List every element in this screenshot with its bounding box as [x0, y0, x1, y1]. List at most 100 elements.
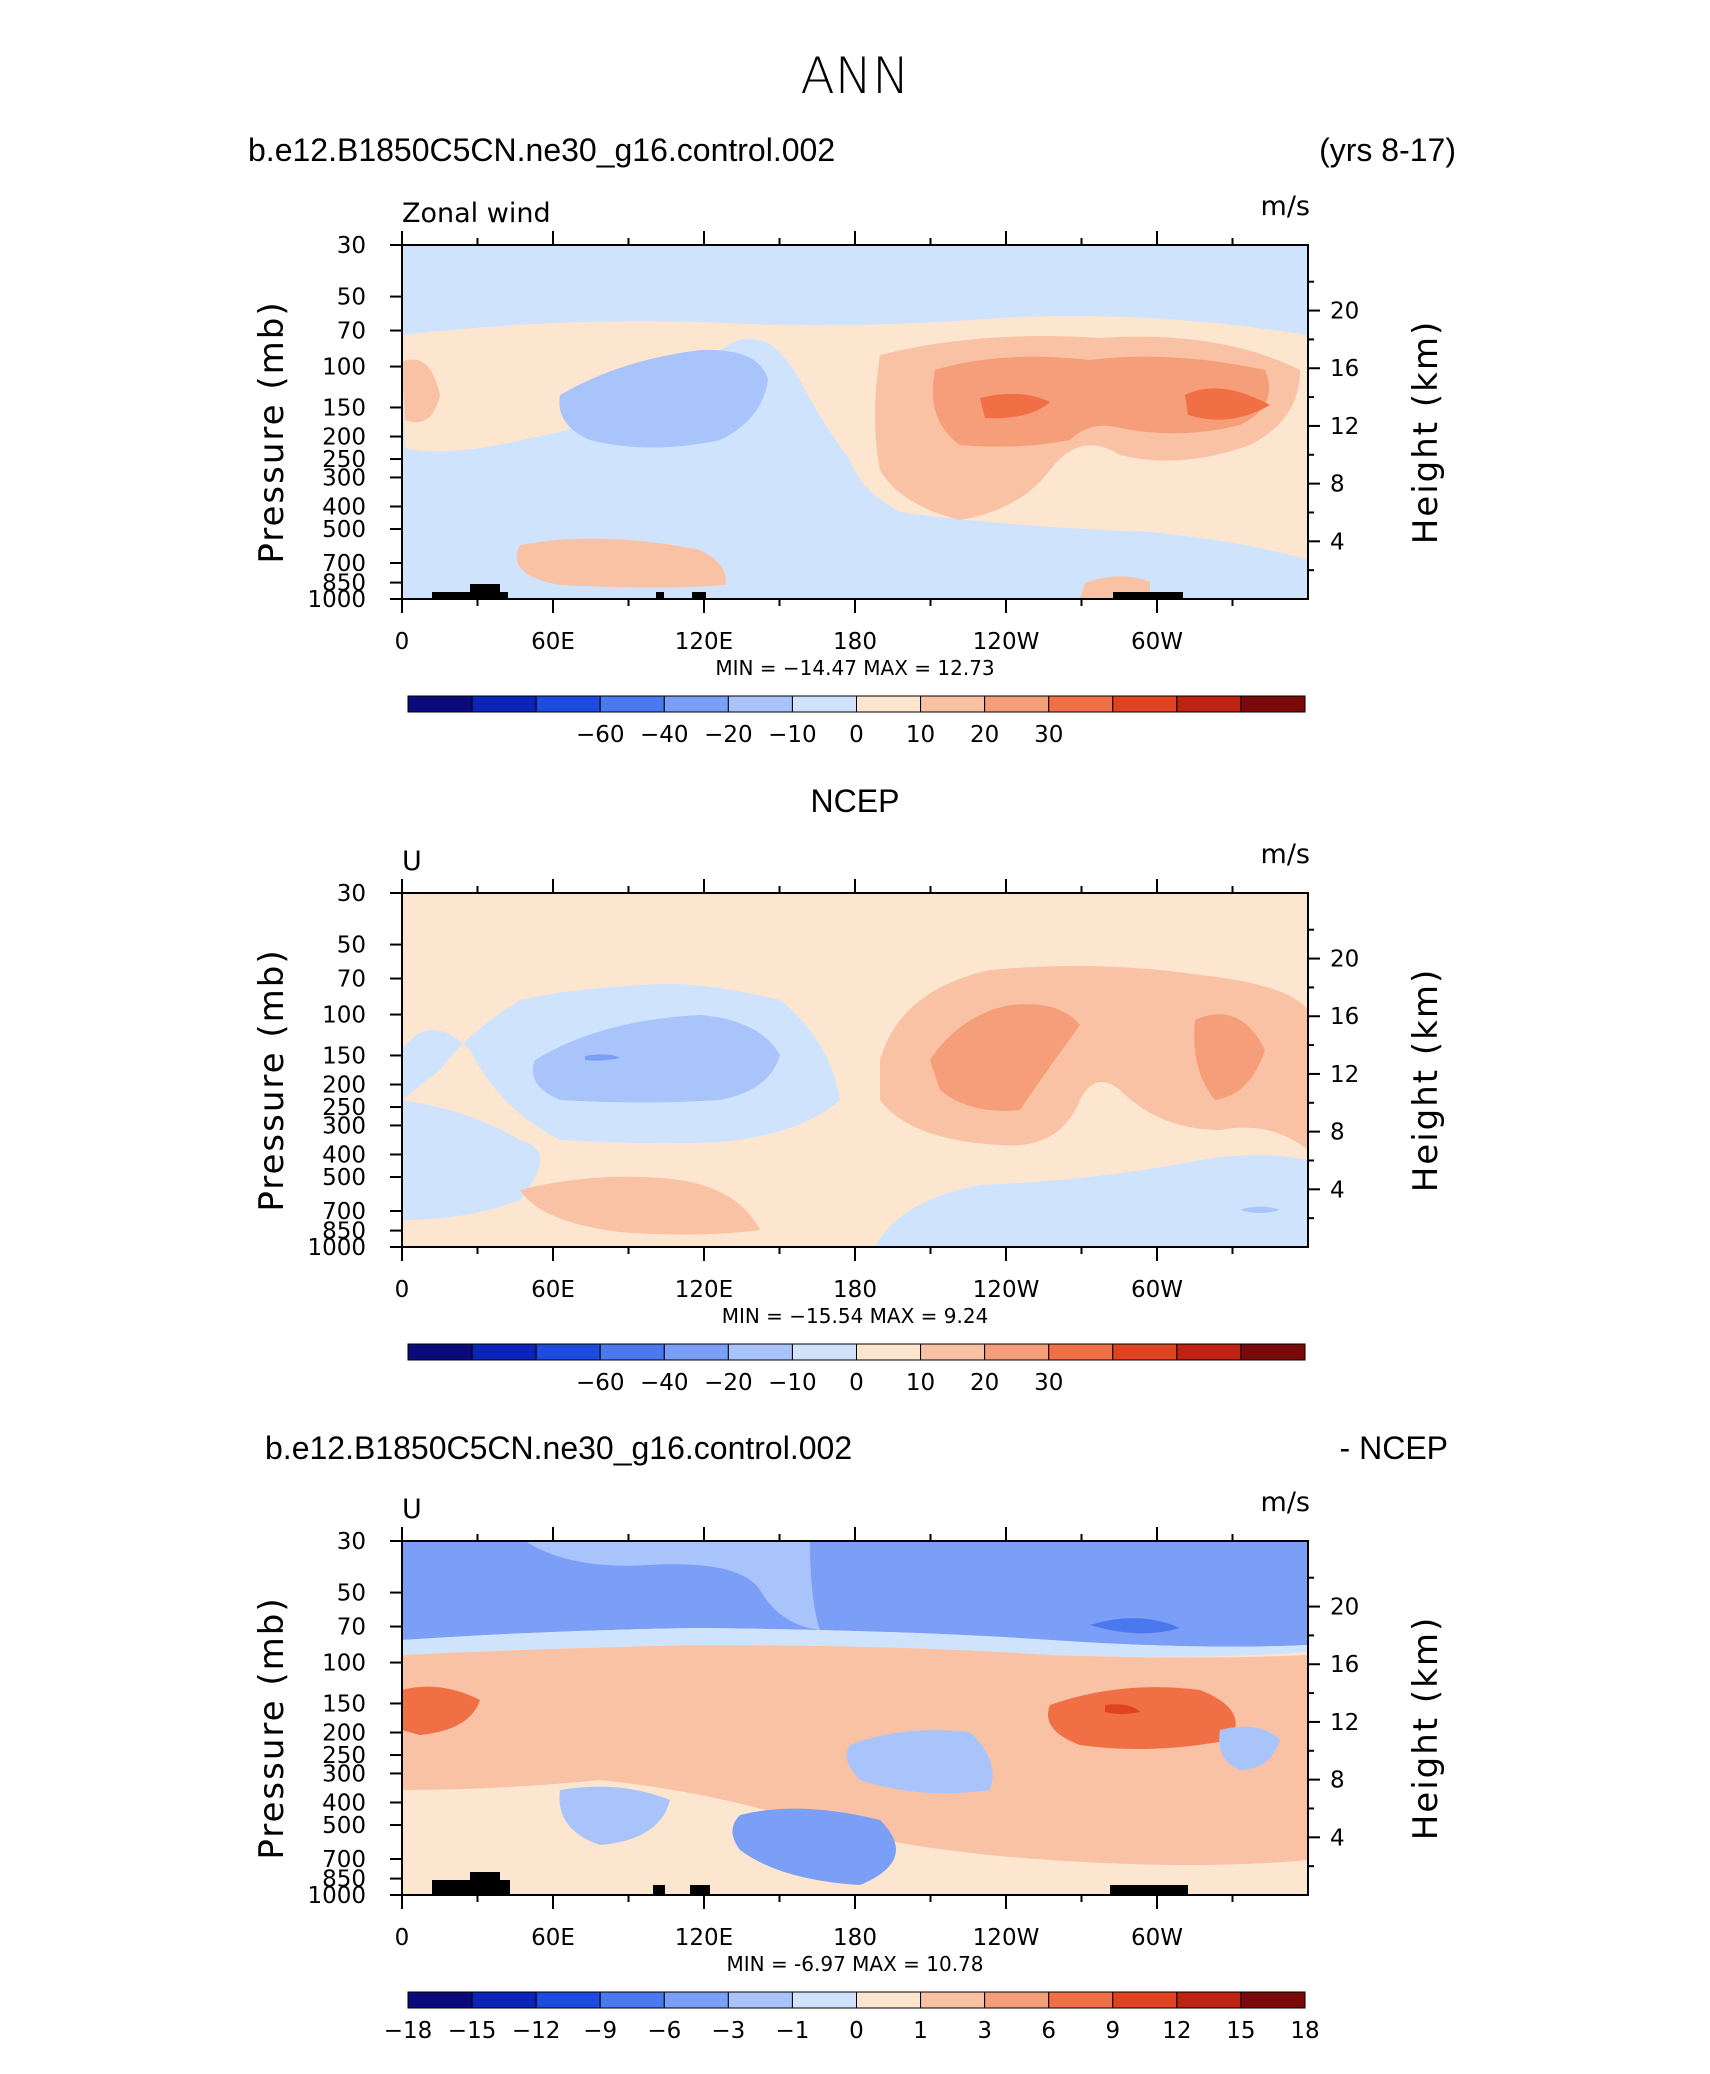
y-right-tick-label: 16 [1330, 356, 1359, 382]
contour-band-strat-weak [525, 1541, 820, 1630]
colorbar-swatch [856, 1343, 922, 1361]
colorbar-label: 30 [1034, 722, 1063, 748]
y-tick-label: 700 [322, 1199, 366, 1225]
y-tick-label: 400 [322, 1142, 366, 1168]
panel-title-left: b.e12.B1850C5CN.ne30_g16.control.002 [265, 1430, 852, 1466]
colorbar-label: 9 [1105, 2018, 1120, 2044]
field-label: U [402, 846, 422, 877]
y-axis-title: Pressure (mb) [252, 948, 292, 1211]
contour-band-neg-lower [732, 1808, 896, 1885]
minmax-label: MIN = −14.47 MAX = 12.73 [715, 656, 994, 680]
colorbar-label: 20 [970, 722, 999, 748]
contour-band-pos-west [402, 1686, 480, 1735]
y-right-tick-label: 12 [1330, 414, 1359, 440]
colorbar-label: −40 [640, 1370, 689, 1396]
colorbar-swatch [856, 695, 922, 713]
y-tick-label: 70 [337, 1615, 366, 1641]
colorbar-label: −9 [583, 2018, 617, 2044]
colorbar-swatch [1240, 1343, 1306, 1361]
x-tick-label: 60E [531, 629, 575, 655]
field-label: Zonal wind [402, 198, 551, 229]
y-tick-label: 200 [322, 425, 366, 451]
colorbar-swatch [1112, 1991, 1178, 2009]
colorbar-label: 10 [906, 1370, 935, 1396]
x-tick-label: 60E [531, 1277, 575, 1303]
y-axis-title-right: Height (km) [1406, 1616, 1446, 1841]
colorbar-swatch [727, 1343, 793, 1361]
colorbar-label: −20 [704, 1370, 753, 1396]
colorbar-swatch [920, 1991, 986, 2009]
colorbar-swatch [1176, 695, 1242, 713]
colorbar-swatch [984, 1991, 1050, 2009]
colorbar-label: −40 [640, 722, 689, 748]
colorbar-swatch [791, 1991, 858, 2009]
land-mask [656, 592, 664, 599]
y-tick-label: 100 [322, 355, 366, 381]
land-mask [1110, 1885, 1188, 1895]
panel-model: b.e12.B1850C5CN.ne30_g16.control.002 (yr… [248, 132, 1456, 748]
contour-band-neg-pacific [846, 1730, 993, 1794]
y-tick-label: 1000 [307, 587, 366, 613]
contour-band-transition [402, 1628, 1308, 1657]
colorbar: −60 −40 −20 −10 0 10 20 30 [407, 1343, 1306, 1396]
contour-band-weak-neg [545, 457, 730, 548]
colorbar-swatch [599, 1991, 665, 2009]
land-mask [653, 1885, 665, 1895]
y-right-tick-label: 12 [1330, 1710, 1359, 1736]
colorbar-swatch [1240, 695, 1306, 713]
colorbar-swatch [599, 695, 665, 713]
colorbar-swatch [471, 695, 537, 713]
colorbar-swatch [471, 1343, 537, 1361]
x-tick-label: 120E [675, 1925, 733, 1951]
y-tick-label: 400 [322, 494, 366, 520]
colorbar-label: −10 [768, 1370, 817, 1396]
contour-band-neg-pacific [875, 1155, 1308, 1247]
contour-plot [401, 244, 1309, 600]
colorbar-swatch [535, 1991, 601, 2009]
colorbar-swatch [856, 1991, 922, 2009]
contour-plot [401, 1540, 1309, 1896]
contour-band-neg-spot [1240, 1206, 1280, 1213]
y-tick-label: 250 [322, 447, 366, 473]
y-right-tick-label: 8 [1330, 1120, 1345, 1146]
x-tick-label: 0 [395, 629, 410, 655]
colorbar-swatch [663, 695, 729, 713]
x-tick-label: 120W [973, 1925, 1040, 1951]
colorbar-label: 1 [913, 2018, 928, 2044]
colorbar-label: −20 [704, 722, 753, 748]
y-axis-title-right: Height (km) [1406, 968, 1446, 1193]
contour-band-max-b [1185, 388, 1270, 420]
y-tick-label: 850 [322, 1867, 366, 1893]
colorbar-label: −60 [576, 722, 625, 748]
colorbar-swatch [1176, 1991, 1242, 2009]
colorbar-swatch [1048, 1343, 1114, 1361]
land-mask [690, 1885, 710, 1895]
y-right-tick-label: 12 [1330, 1062, 1359, 1088]
colorbar-label: −15 [448, 2018, 497, 2044]
colorbar-swatch [663, 1343, 729, 1361]
y-tick-label: 1000 [307, 1883, 366, 1909]
contour-band-neg-min [585, 1054, 620, 1061]
x-tick-label: 0 [395, 1277, 410, 1303]
colorbar-swatch [1112, 1343, 1178, 1361]
contour-plot [401, 892, 1309, 1248]
land-mask [692, 592, 706, 599]
contour-band-neg-low [402, 1100, 540, 1220]
y-tick-label: 700 [322, 1847, 366, 1873]
contour-band-pos-core [1048, 1687, 1236, 1749]
y-tick-label: 400 [322, 1790, 366, 1816]
figure-title: ANN [800, 47, 909, 105]
colorbar-label: 20 [970, 1370, 999, 1396]
colorbar-label: 0 [849, 722, 864, 748]
colorbar-swatch [663, 1991, 729, 2009]
units-label: m/s [1261, 191, 1310, 222]
contour-band-jet-core [932, 356, 1270, 447]
colorbar-swatch [407, 1991, 473, 2009]
x-tick-label: 60W [1131, 1925, 1183, 1951]
minmax-label: MIN = -6.97 MAX = 10.78 [726, 1952, 983, 1976]
panel-title-right: (yrs 8-17) [1319, 132, 1456, 168]
colorbar-swatch [599, 1343, 665, 1361]
contour-band-jet-core-a [930, 1004, 1080, 1111]
